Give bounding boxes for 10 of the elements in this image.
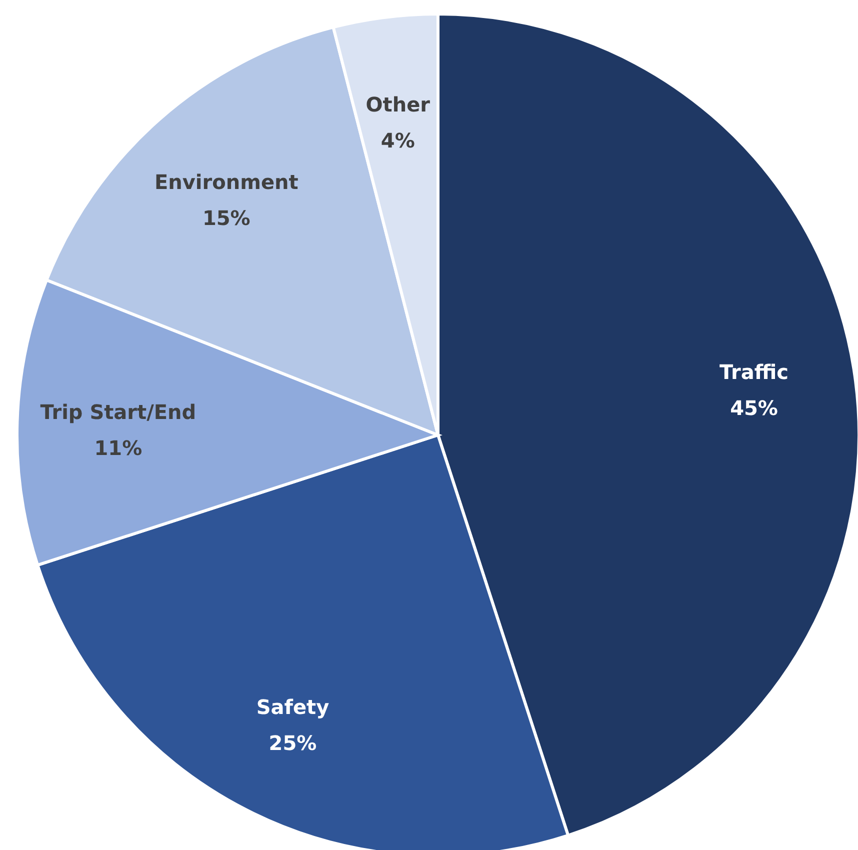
data-label: 15% xyxy=(202,206,250,230)
slice-label: Trip Start/End xyxy=(40,400,196,424)
data-label: 45% xyxy=(730,396,778,420)
slice-label: Other xyxy=(366,92,430,117)
data-label: 25% xyxy=(268,731,317,756)
slice-label: Environment xyxy=(154,170,299,194)
data-label: 11% xyxy=(94,436,142,460)
data-label: 4% xyxy=(380,128,415,153)
slice-label: Traffic xyxy=(720,360,789,384)
slice-label: Safety xyxy=(256,695,330,720)
